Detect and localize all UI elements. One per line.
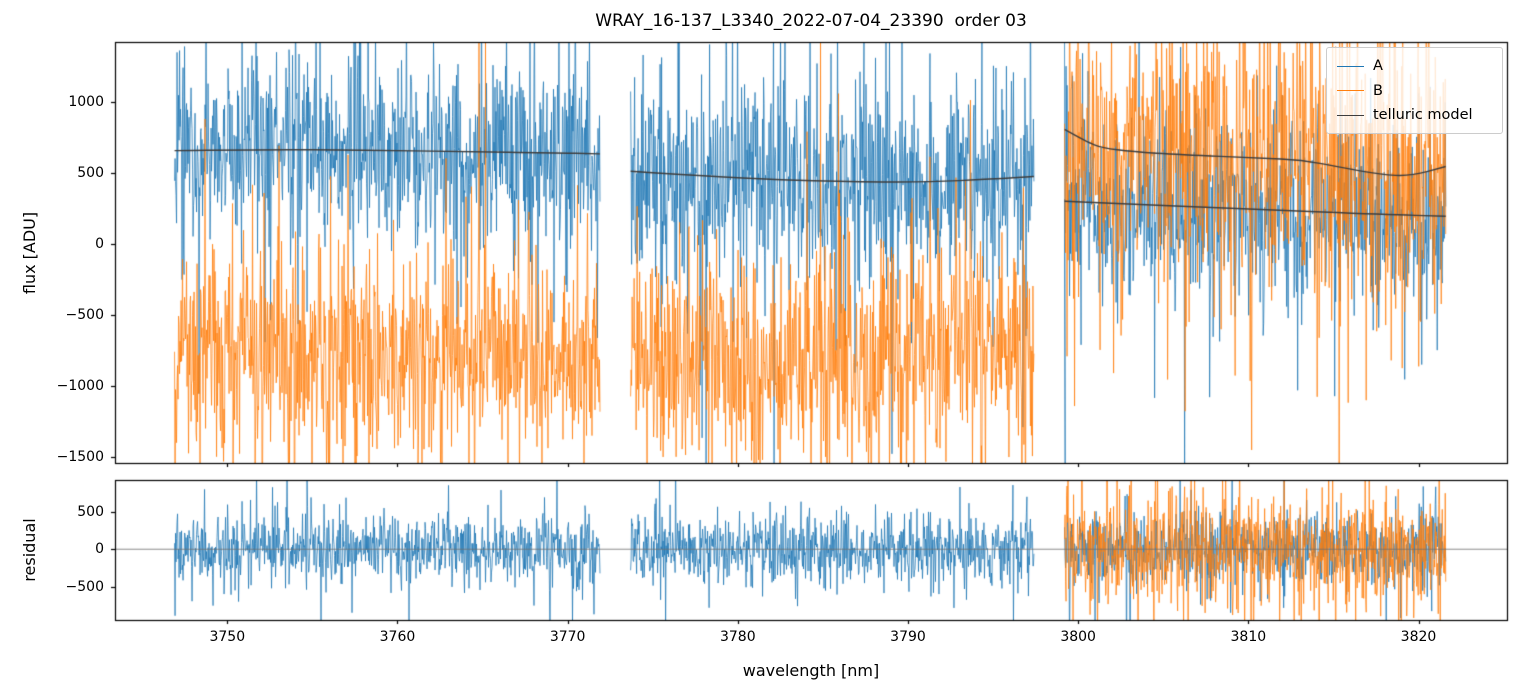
legend-line-swatch-icon	[1337, 65, 1364, 67]
flux-y-tick-label: 0	[95, 236, 104, 253]
residual-y-tick-label: −500	[65, 578, 104, 595]
x-tick-label: 3750	[209, 629, 246, 645]
flux-y-tick-label: −500	[65, 307, 104, 324]
x-tick-label: 3820	[1400, 629, 1437, 645]
flux-y-tick-label: −1000	[56, 378, 104, 395]
x-tick-label: 3770	[549, 629, 586, 645]
legend-item-label: A	[1373, 58, 1383, 74]
legend-item: B	[1337, 80, 1492, 102]
residual-y-tick-label: 500	[77, 503, 104, 520]
x-tick-label: 3760	[379, 629, 416, 645]
legend-line-swatch-icon	[1337, 114, 1364, 116]
legend-item-label: telluric model	[1373, 107, 1473, 123]
legend-item-label: B	[1373, 82, 1383, 99]
legend-item: A	[1337, 55, 1492, 77]
flux-y-tick-label: 1000	[68, 94, 104, 111]
x-tick-label: 3780	[719, 629, 756, 645]
x-tick-label: 3790	[890, 629, 926, 645]
legend-line-swatch-icon	[1337, 90, 1364, 91]
x-tick-label: 3800	[1060, 629, 1096, 645]
x-axis-label: wavelength [nm]	[742, 661, 880, 680]
plot-title: WRAY_16-137_L3340_2022-07-04_23390 order…	[595, 11, 1027, 31]
residual-y-tick-label: 0	[95, 541, 104, 558]
flux-y-tick-label: −1500	[56, 449, 104, 466]
x-tick-label: 3810	[1230, 629, 1267, 645]
flux-y-tick-label: 500	[77, 165, 104, 182]
legend-item: telluric model	[1337, 104, 1492, 126]
